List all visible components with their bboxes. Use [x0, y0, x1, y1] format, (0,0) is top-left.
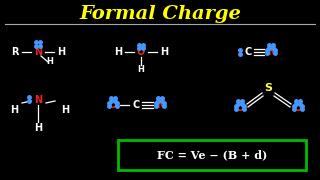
Text: FC = Ve − (B + d): FC = Ve − (B + d)	[157, 150, 267, 161]
Text: O: O	[294, 103, 302, 113]
Text: H: H	[61, 105, 69, 115]
Text: H: H	[34, 123, 42, 133]
Text: O: O	[236, 103, 244, 113]
Text: R: R	[11, 47, 19, 57]
Text: O: O	[109, 100, 117, 110]
Text: Formal Charge: Formal Charge	[79, 5, 241, 23]
Text: H: H	[138, 66, 144, 75]
Text: O: O	[137, 47, 145, 57]
Text: H: H	[114, 47, 122, 57]
Bar	[118, 140, 306, 170]
Text: H: H	[47, 57, 53, 66]
Text: N: N	[34, 95, 42, 105]
Text: H: H	[57, 47, 65, 57]
Text: H: H	[160, 47, 168, 57]
Text: N: N	[34, 47, 42, 57]
Text: H: H	[10, 105, 18, 115]
Text: C: C	[132, 100, 140, 110]
Text: S: S	[264, 83, 272, 93]
Text: N: N	[267, 47, 275, 57]
Text: C: C	[244, 47, 252, 57]
Text: N: N	[156, 100, 164, 110]
